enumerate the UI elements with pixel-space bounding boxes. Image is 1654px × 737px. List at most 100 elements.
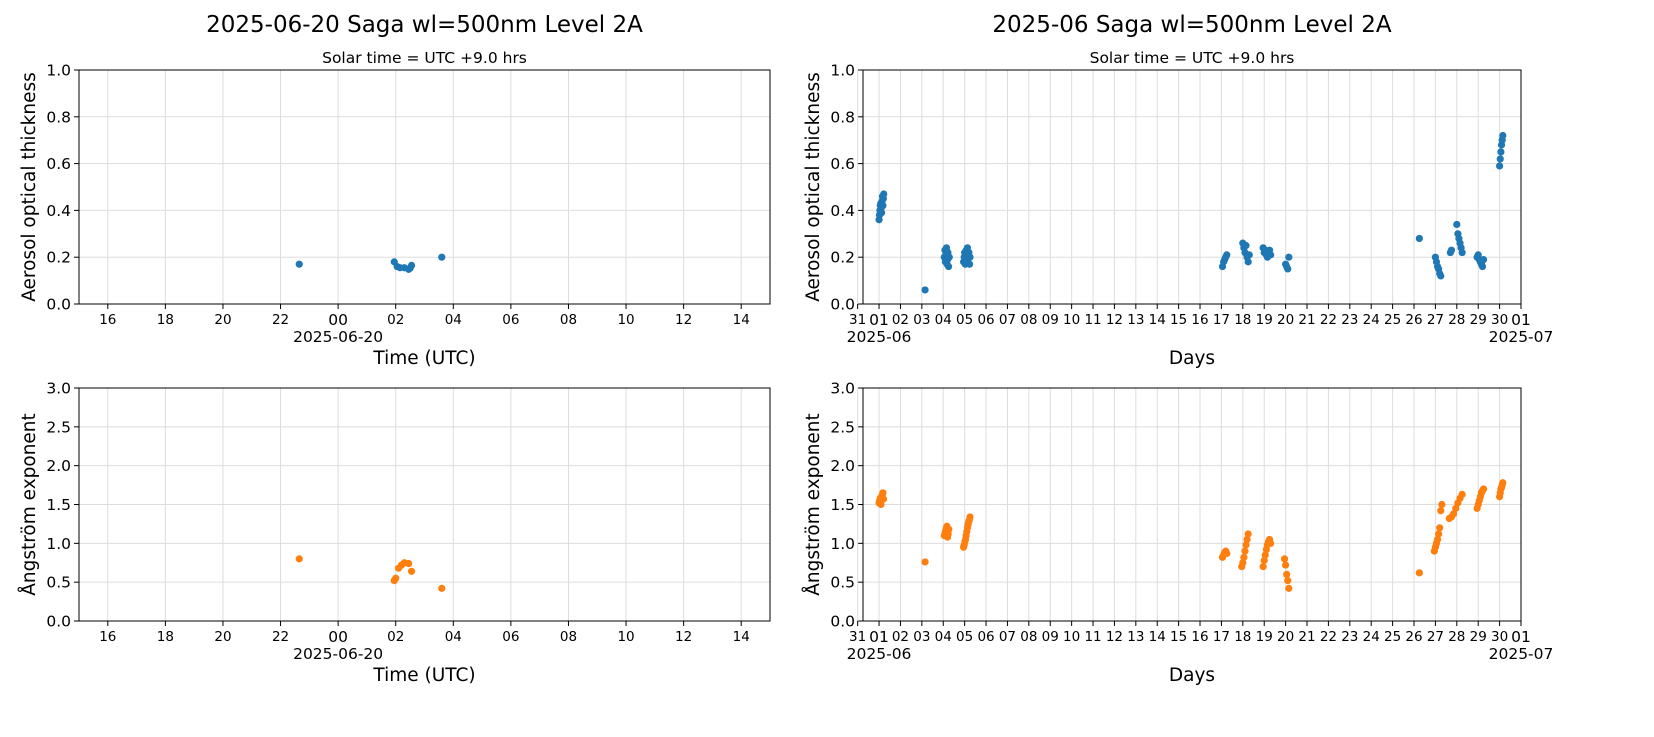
x-date-label: 2025-06-20 (293, 328, 383, 346)
x-tick-label: 18 (157, 629, 174, 645)
y-tick-label: 2.0 (830, 457, 855, 475)
x-tick-label: 10 (617, 629, 634, 645)
data-point (1449, 510, 1458, 518)
data-point (1243, 535, 1251, 544)
x-tick-label: 08 (1020, 312, 1037, 328)
data-point (1438, 500, 1446, 509)
x-tick-label: 06 (977, 629, 994, 645)
y-tick-label: 1.5 (46, 496, 71, 514)
y-axis-label: Ångström exponent (18, 413, 40, 596)
y-tick-label: 0.0 (46, 613, 71, 631)
y-tick-label: 1.5 (830, 496, 855, 514)
plot-frame (78, 69, 771, 305)
x-tick-label: 19 (1256, 312, 1273, 328)
x-tick-label: 02 (387, 312, 404, 328)
x-tick-label: 20 (214, 312, 231, 328)
daily-angstrom-plot: 0.0 0.5 1.0 1.5 2.0 2.5 3.0 16 18 20 22 002025-06-2… (18, 380, 771, 686)
y-tick-label: 0.4 (830, 202, 855, 220)
x-tick-label: 10 (1063, 312, 1080, 328)
x-tick-label: 09 (1042, 312, 1059, 328)
x-tick-label: 16 (1191, 312, 1208, 328)
x-date-label: 2025-07 (1489, 328, 1554, 346)
data-point (1223, 549, 1231, 558)
y-tick-label: 3.0 (46, 380, 71, 398)
y-tick-label: 3.0 (830, 380, 855, 398)
data-point (1245, 251, 1253, 259)
daily-aod-plot: 0.0 0.2 0.4 0.6 0.8 1.0 16 18 20 22 002025-06-2002… (19, 12, 771, 369)
x-tick-label: 08 (560, 312, 577, 328)
x-tick-label: 04 (935, 629, 952, 645)
data-point (1284, 265, 1292, 273)
data-point (1499, 131, 1507, 140)
data-point (1261, 551, 1269, 559)
x-tick-label: 04 (445, 312, 462, 328)
x-tick-label: 24 (1363, 312, 1380, 328)
x-tick-label: 20 (1277, 312, 1294, 328)
x-tick-label: 22 (1320, 629, 1337, 645)
chart-title: 2025-06 Saga wl=500nm Level 2A (992, 12, 1391, 38)
x-tick-label: 31 (849, 312, 866, 328)
x-tick-label: 06 (502, 629, 519, 645)
data-point (945, 525, 953, 533)
y-tick-label: 0.6 (46, 155, 71, 173)
data-point (1244, 530, 1252, 538)
x-tick-label: 28 (1448, 629, 1465, 645)
plot-frame (862, 69, 1522, 305)
x-tick-label: 30 (1491, 629, 1508, 645)
y-tick-label: 0.8 (46, 108, 71, 126)
data-point (295, 555, 303, 563)
x-tick-label: 04 (935, 312, 952, 328)
y-tick-label: 0.0 (46, 296, 71, 314)
x-tick-label: 00 (328, 311, 348, 329)
data-point (438, 253, 446, 261)
x-tick-label: 11 (1084, 312, 1101, 328)
data-point (1479, 255, 1488, 264)
x-tick-label: 12 (1106, 629, 1123, 645)
x-tick-label: 16 (99, 312, 116, 328)
y-tick-label: 0.4 (46, 202, 71, 220)
x-tick-label: 01 (869, 628, 889, 646)
data-point (1242, 541, 1250, 549)
data-point (1497, 148, 1505, 156)
data-point (880, 190, 888, 198)
x-tick-label: 08 (560, 629, 577, 645)
x-tick-label: 30 (1491, 312, 1508, 328)
data-point (1415, 234, 1423, 243)
x-tick-label: 19 (1256, 629, 1273, 645)
data-point (966, 513, 974, 521)
x-tick-label: 24 (1363, 629, 1380, 645)
y-tick-label: 1.0 (46, 62, 71, 80)
x-axis-label: Time (UTC) (372, 348, 475, 369)
x-tick-label: 23 (1341, 629, 1358, 645)
x-tick-label: 07 (999, 629, 1016, 645)
data-point (1415, 569, 1423, 577)
x-tick-label: 01 (869, 311, 889, 329)
data-point (1282, 561, 1290, 569)
data-point (405, 559, 413, 568)
y-tick-label: 0.5 (830, 574, 855, 592)
x-tick-label: 05 (956, 629, 973, 645)
data-point (1433, 535, 1442, 544)
x-tick-label: 11 (1084, 629, 1101, 645)
data-point (1435, 530, 1443, 538)
x-tick-label: 02 (892, 312, 909, 328)
data-point (879, 495, 888, 503)
data-point (1452, 504, 1460, 512)
data-point (392, 574, 400, 582)
data-point (1242, 241, 1250, 250)
data-point (878, 209, 886, 217)
y-tick-label: 1.0 (46, 535, 71, 553)
x-tick-label: 26 (1405, 629, 1422, 645)
x-tick-label: 04 (445, 629, 462, 645)
x-tick-label: 00 (328, 628, 348, 646)
data-point (1285, 584, 1293, 592)
x-tick-label: 23 (1341, 312, 1358, 328)
x-tick-label: 02 (892, 629, 909, 645)
x-tick-label: 20 (1277, 629, 1294, 645)
x-tick-label: 12 (1106, 312, 1123, 328)
y-axis-label: Aerosol optical thickness (19, 72, 40, 302)
plot-frame (862, 387, 1522, 622)
x-axis-label: Days (1169, 665, 1215, 686)
data-point (944, 262, 953, 271)
